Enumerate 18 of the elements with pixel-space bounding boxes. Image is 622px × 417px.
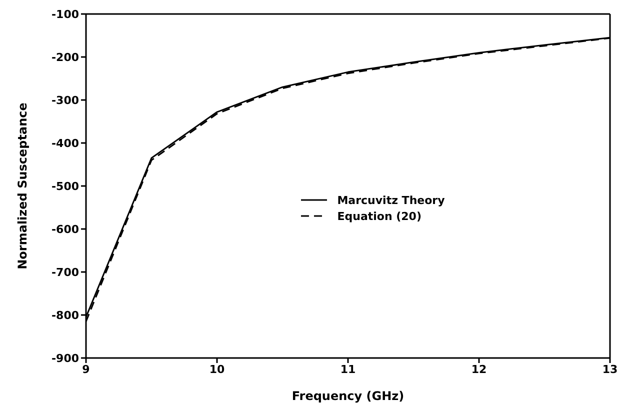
- y-tick-label: -500: [51, 180, 80, 193]
- legend-label: Marcuvitz Theory: [337, 194, 445, 206]
- x-tick-label: 12: [471, 362, 487, 376]
- x-axis-title: Frequency (GHz): [292, 389, 404, 403]
- y-tick-label: -400: [51, 136, 80, 150]
- y-tick-label: -800: [51, 308, 80, 322]
- y-tick-label: -200: [51, 50, 80, 64]
- x-tick-label: 13: [602, 362, 618, 376]
- legend-label: Equation (20): [337, 210, 422, 222]
- y-tick-label: -900: [51, 352, 80, 365]
- y-tick-label: -600: [51, 222, 80, 236]
- x-tick-label: 10: [209, 362, 225, 376]
- y-tick-label: -100: [51, 8, 80, 21]
- y-axis-title: Normalized Susceptance: [15, 102, 30, 270]
- x-tick-label: 11: [340, 362, 356, 376]
- y-tick-label: -300: [51, 94, 80, 107]
- x-tick-label: 9: [82, 362, 90, 376]
- y-tick-label: -700: [51, 266, 80, 279]
